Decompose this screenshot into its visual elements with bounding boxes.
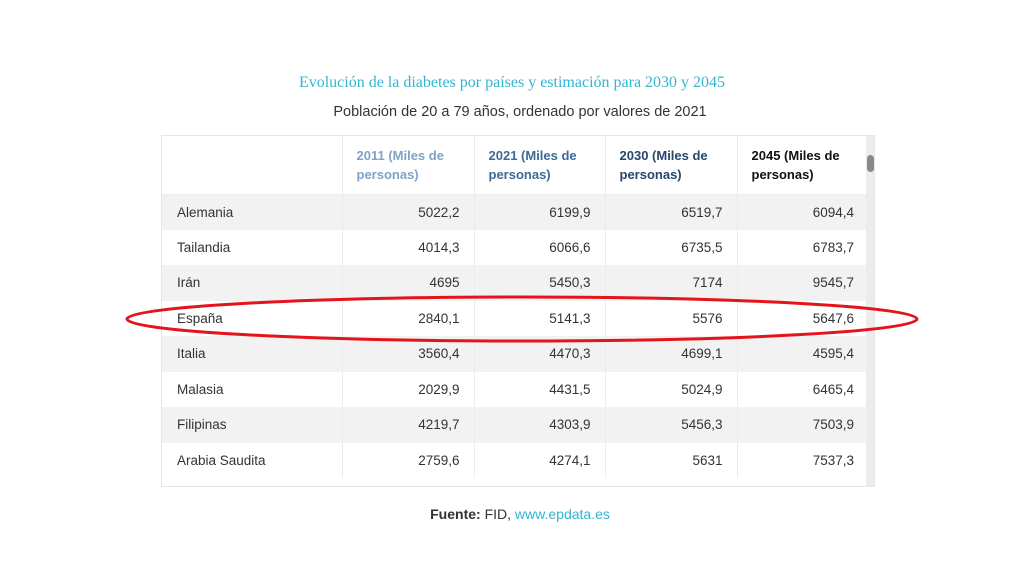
table-row: Arabia Saudita 2759,6 4274,1 5631 7537,3 [162,442,868,478]
table-row: Malasia 2029,9 4431,5 5024,9 6465,4 [162,371,868,407]
table-cell: 5576 [604,300,737,336]
row-label: Tailandia [162,229,342,265]
table-cell: 7503,9 [736,407,868,443]
data-table-container[interactable]: 2011 (Miles de personas) 2021 (Miles de … [161,135,875,487]
table-cell: 6519,7 [604,194,737,230]
table-row: Irán 4695 5450,3 7174 9545,7 [162,265,868,301]
table-cell: 4470,3 [473,336,605,372]
table-cell: 5022,2 [341,194,474,230]
table-cell: 4695 [341,265,474,301]
table-body: Alemania 5022,2 6199,9 6519,7 6094,4 Tailandi… [162,194,868,478]
table-cell: 6094,4 [736,194,868,230]
table-cell: 6199,9 [473,194,605,230]
table-row: Alemania 5022,2 6199,9 6519,7 6094,4 [162,194,868,230]
row-label: Alemania [162,194,342,230]
table-row: Italia 3560,4 4470,3 4699,1 4595,4 [162,336,868,372]
table-cell: 9545,7 [736,265,868,301]
row-label: Malasia [162,371,342,407]
table-cell: 4431,5 [473,371,605,407]
table-cell: 2759,6 [341,442,474,478]
source-note: Fuente: FID, www.epdata.es [0,506,1024,522]
chart-title: Evolución de la diabetes por países y es… [298,74,726,91]
scrollbar-thumb[interactable] [867,155,874,172]
row-label: Italia [162,336,342,372]
table-cell: 4219,7 [341,407,474,443]
chart-subtitle: Población de 20 a 79 años, ordenado por … [333,104,707,120]
table-cell: 6465,4 [736,371,868,407]
vertical-scrollbar[interactable] [866,136,874,486]
table-cell: 6066,6 [473,229,605,265]
table-cell: 5631 [604,442,737,478]
data-table: 2011 (Miles de personas) 2021 (Miles de … [162,136,868,478]
table-row: España 2840,1 5141,3 5576 5647,6 [162,300,868,336]
table-cell: 4303,9 [473,407,605,443]
table-cell: 5647,6 [736,300,868,336]
column-header-country [162,136,342,195]
source-label: Fuente: [430,506,481,522]
table-cell: 5456,3 [604,407,737,443]
row-label: Arabia Saudita [162,442,342,478]
table-cell: 5024,9 [604,371,737,407]
table-cell: 6735,5 [604,229,737,265]
source-link[interactable]: www.epdata.es [514,506,610,522]
table-cell: 4699,1 [604,336,737,372]
table-cell: 3560,4 [341,336,474,372]
table-cell: 7537,3 [736,442,868,478]
row-label: España [162,300,342,336]
column-header-2011[interactable]: 2011 (Miles de personas) [341,136,474,195]
table-cell: 2840,1 [341,300,474,336]
table-cell: 4595,4 [736,336,868,372]
table-cell: 7174 [604,265,737,301]
row-label: Irán [162,265,342,301]
table-cell: 5141,3 [473,300,605,336]
table-cell: 6783,7 [736,229,868,265]
row-label: Filipinas [162,407,342,443]
table-row: Filipinas 4219,7 4303,9 5456,3 7503,9 [162,407,868,443]
column-header-2021[interactable]: 2021 (Miles de personas) [473,136,605,195]
table-cell: 4274,1 [473,442,605,478]
column-header-2045[interactable]: 2045 (Miles de personas) [736,136,868,195]
table-row: Tailandia 4014,3 6066,6 6735,5 6783,7 [162,229,868,265]
table-cell: 4014,3 [341,229,474,265]
table-header-row: 2011 (Miles de personas) 2021 (Miles de … [162,136,868,195]
table-cell: 5450,3 [473,265,605,301]
column-header-2030[interactable]: 2030 (Miles de personas) [604,136,737,195]
table-cell: 2029,9 [341,371,474,407]
source-text: FID, [484,506,512,522]
